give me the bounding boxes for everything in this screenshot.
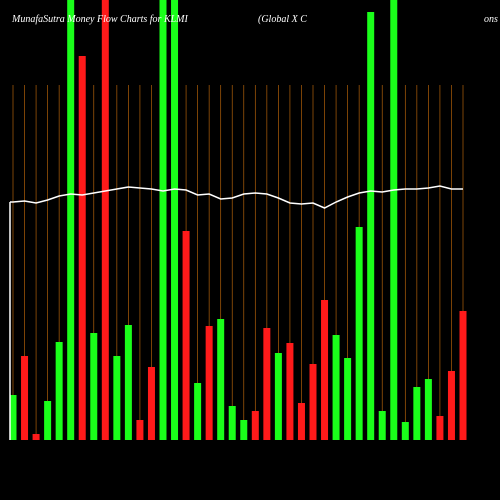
- chart-subtitle: (Global X C: [258, 14, 307, 25]
- lines: [9, 185, 463, 440]
- chart-title: MunafaSutra Money Flow Charts for KLMI: [11, 14, 189, 25]
- bar: [286, 343, 294, 440]
- bar: [413, 387, 421, 440]
- corner-text: ons: [484, 14, 498, 25]
- bar: [309, 364, 317, 440]
- bar: [9, 395, 17, 440]
- bar: [251, 411, 259, 440]
- bar: [194, 383, 202, 440]
- bar: [44, 401, 52, 440]
- bar: [459, 311, 467, 440]
- bar: [436, 416, 444, 440]
- bar: [124, 325, 132, 440]
- bar: [263, 328, 271, 440]
- bar: [390, 0, 398, 440]
- bars: [9, 0, 467, 440]
- bar: [344, 358, 352, 440]
- bar: [367, 12, 375, 440]
- bar: [205, 326, 213, 440]
- bar: [147, 367, 155, 440]
- bar: [136, 420, 144, 440]
- bar: [297, 403, 305, 440]
- bar: [101, 0, 109, 440]
- bar: [182, 231, 190, 440]
- bar: [355, 227, 363, 440]
- bar: [240, 420, 248, 440]
- bar: [321, 300, 329, 440]
- bar: [55, 342, 63, 440]
- bar: [424, 379, 432, 440]
- price-line: [10, 185, 463, 209]
- bar: [447, 371, 455, 440]
- bar: [228, 406, 236, 440]
- bar: [90, 333, 98, 440]
- bar: [274, 353, 282, 440]
- bar: [171, 0, 179, 440]
- bar: [21, 356, 29, 440]
- bar: [78, 56, 86, 440]
- bar: [159, 0, 167, 440]
- bar: [332, 335, 340, 440]
- bar: [113, 356, 121, 440]
- bar: [32, 434, 40, 440]
- bar: [67, 0, 75, 440]
- bar: [217, 319, 225, 440]
- bar: [378, 411, 386, 440]
- bar: [401, 422, 409, 440]
